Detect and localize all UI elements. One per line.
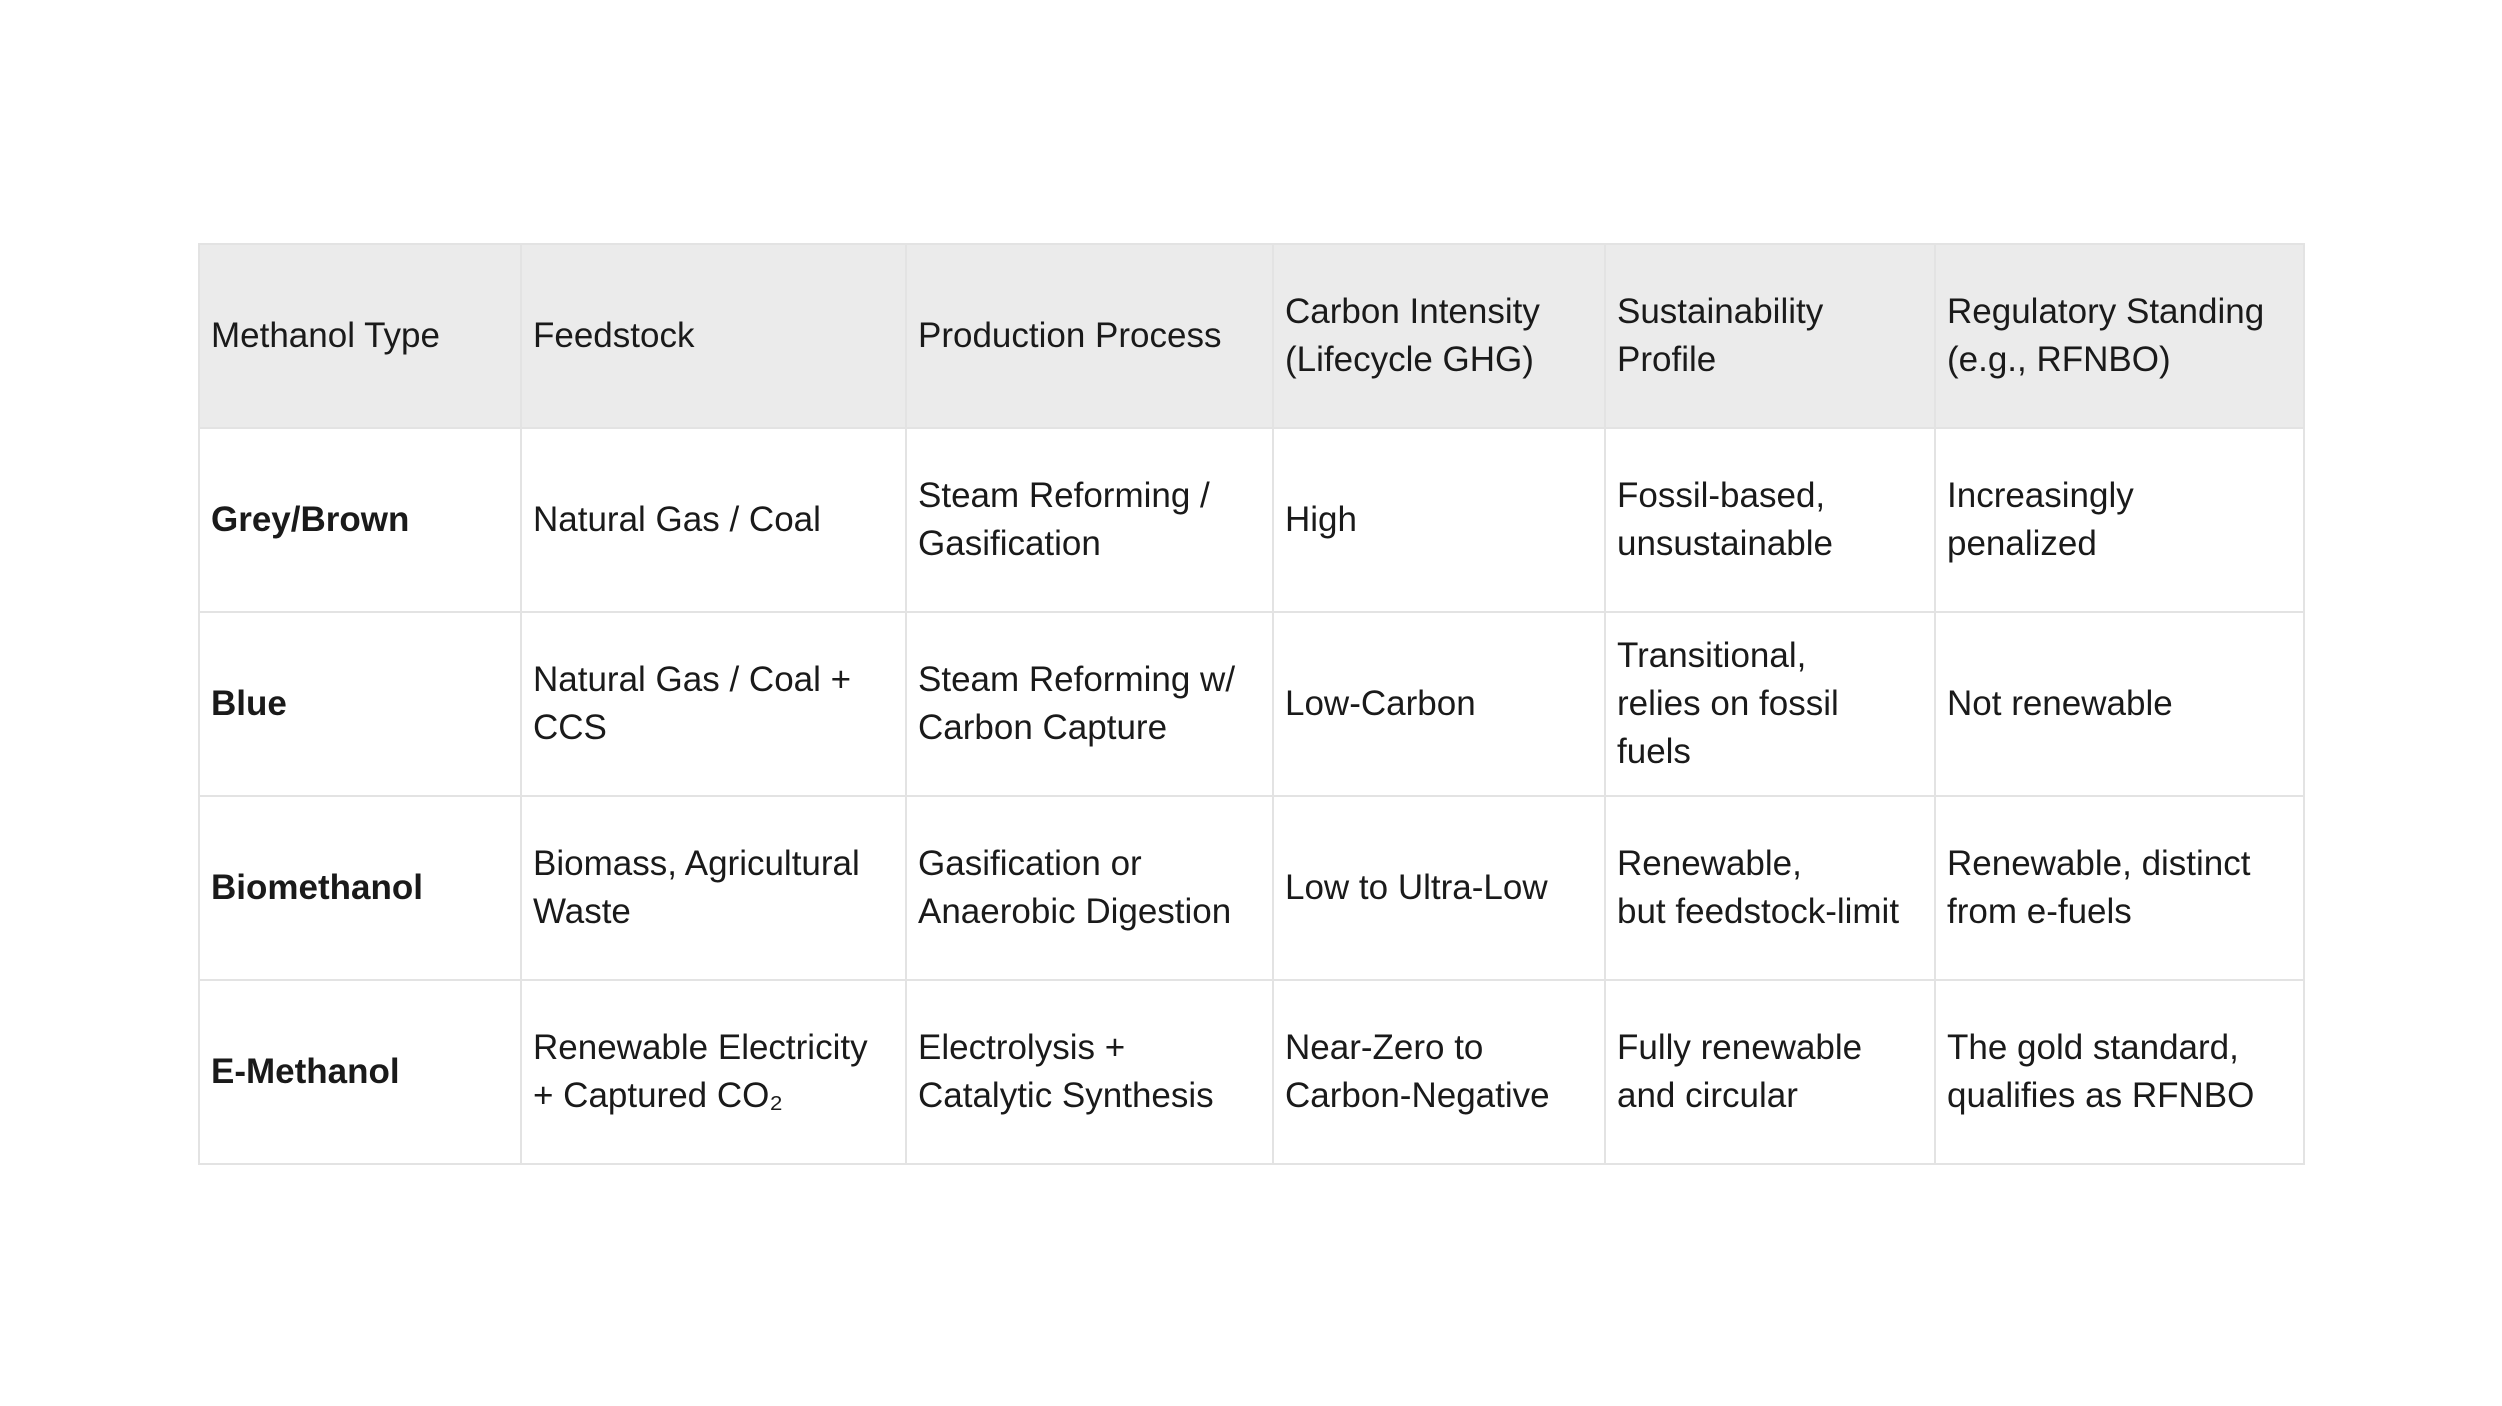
table-cell: High bbox=[1272, 427, 1606, 613]
table-cell: Transitional, relies on fossil fuels bbox=[1604, 611, 1936, 797]
cell-text: Transitional, bbox=[1617, 636, 1807, 675]
cell-text: Biomass, Agricultural bbox=[533, 844, 860, 883]
cell-text: Catalytic Synthesis bbox=[918, 1076, 1214, 1115]
cell-text: Renewable, bbox=[1617, 844, 1802, 883]
table-row: Blue Natural Gas / Coal + CCS Steam Reformi… bbox=[198, 611, 2305, 797]
header-cell: Production Process bbox=[905, 243, 1274, 429]
cell-text: CCS bbox=[533, 708, 607, 747]
table-cell: Fully renewable and circular bbox=[1604, 979, 1936, 1165]
cell-text: Not renewable bbox=[1947, 684, 2173, 723]
header-cell: Sustainability Profile bbox=[1604, 243, 1936, 429]
cell-text: unsustainable bbox=[1617, 524, 1833, 563]
table-cell: Not renewable bbox=[1934, 611, 2305, 797]
table-cell: Blue bbox=[198, 611, 522, 797]
cell-text: Increasingly bbox=[1947, 476, 2134, 515]
table-cell: The gold standard, qualifies as RFNBO bbox=[1934, 979, 2305, 1165]
cell-text: High bbox=[1285, 500, 1357, 539]
cell-text: + Captured CO₂ bbox=[533, 1076, 783, 1115]
cell-text: (Lifecycle GHG) bbox=[1285, 340, 1534, 379]
table-cell: Fossil-based, unsustainable bbox=[1604, 427, 1936, 613]
table-cell: Biomethanol bbox=[198, 795, 522, 981]
cell-text: Renewable Electricity bbox=[533, 1028, 868, 1067]
cell-text: Anaerobic Digestion bbox=[918, 892, 1232, 931]
cell-text: Near-Zero to bbox=[1285, 1028, 1484, 1067]
table-cell: Natural Gas / Coal bbox=[520, 427, 907, 613]
table-cell: Grey/Brown bbox=[198, 427, 522, 613]
cell-text: penalized bbox=[1947, 524, 2097, 563]
table-body: Methanol Type Feedstock Production Process… bbox=[198, 243, 2305, 1165]
cell-text: Low to Ultra-Low bbox=[1285, 868, 1548, 907]
cell-text: relies on fossil bbox=[1617, 684, 1839, 723]
table-cell: Low-Carbon bbox=[1272, 611, 1606, 797]
table-cell: Renewable Electricity + Captured CO₂ bbox=[520, 979, 907, 1165]
table-cell: Biomass, Agricultural Waste bbox=[520, 795, 907, 981]
cell-text: (e.g., RFNBO) bbox=[1947, 340, 2171, 379]
header-cell: Carbon Intensity (Lifecycle GHG) bbox=[1272, 243, 1606, 429]
cell-text: Methanol Type bbox=[211, 316, 440, 355]
cell-text: and circular bbox=[1617, 1076, 1798, 1115]
cell-text: from e-fuels bbox=[1947, 892, 2132, 931]
header-row: Methanol Type Feedstock Production Process… bbox=[198, 243, 2305, 429]
header-cell: Regulatory Standing (e.g., RFNBO) bbox=[1934, 243, 2305, 429]
table-cell: Renewable, but feedstock-limit bbox=[1604, 795, 1936, 981]
table-cell: Steam Reforming / Gasification bbox=[905, 427, 1274, 613]
table-cell: Gasification or Anaerobic Digestion bbox=[905, 795, 1274, 981]
cell-text: Natural Gas / Coal + bbox=[533, 660, 852, 699]
cell-text: Low-Carbon bbox=[1285, 684, 1476, 723]
cell-text: Regulatory Standing bbox=[1947, 292, 2265, 331]
table-row: Biomethanol Biomass, Agricultural Waste Gas… bbox=[198, 795, 2305, 981]
cell-text: qualifies as RFNBO bbox=[1947, 1076, 2255, 1115]
cell-text: Electrolysis + bbox=[918, 1028, 1126, 1067]
table-cell: Natural Gas / Coal + CCS bbox=[520, 611, 907, 797]
cell-text: Feedstock bbox=[533, 316, 695, 355]
cell-text: The gold standard, bbox=[1947, 1028, 2239, 1067]
table-cell: Steam Reforming w/Carbon Capture bbox=[905, 611, 1274, 797]
cell-text: Renewable, distinct bbox=[1947, 844, 2251, 883]
cell-text: Grey/Brown bbox=[211, 500, 410, 539]
table-cell: E-Methanol bbox=[198, 979, 522, 1165]
cell-text: Fully renewable bbox=[1617, 1028, 1863, 1067]
table-cell: Near-Zero to Carbon-Negative bbox=[1272, 979, 1606, 1165]
header-cell: Feedstock bbox=[520, 243, 907, 429]
cell-text: Waste bbox=[533, 892, 631, 931]
table-row: E-Methanol Renewable Electricity + Capture… bbox=[198, 979, 2305, 1165]
cell-text: fuels bbox=[1617, 732, 1691, 771]
cell-text: Biomethanol bbox=[211, 868, 423, 907]
cell-text: Sustainability bbox=[1617, 292, 1824, 331]
cell-text: Natural Gas / Coal bbox=[533, 500, 821, 539]
table-cell: Renewable, distinct from e-fuels bbox=[1934, 795, 2305, 981]
methanol-table: Methanol Type Feedstock Production Process… bbox=[198, 243, 2305, 1165]
cell-text: Profile bbox=[1617, 340, 1717, 379]
table-cell: Electrolysis + Catalytic Synthesis bbox=[905, 979, 1274, 1165]
cell-text: Carbon Capture bbox=[918, 708, 1168, 747]
cell-text: Carbon-Negative bbox=[1285, 1076, 1550, 1115]
cell-text: Gasification or bbox=[918, 844, 1142, 883]
table-cell: Low to Ultra-Low bbox=[1272, 795, 1606, 981]
cell-text: but feedstock-limit bbox=[1617, 892, 1900, 931]
cell-text: Carbon Intensity bbox=[1285, 292, 1540, 331]
cell-text: Production Process bbox=[918, 316, 1222, 355]
table-row: Grey/Brown Natural Gas / Coal Steam Reform… bbox=[198, 427, 2305, 613]
cell-text: Gasification bbox=[918, 524, 1101, 563]
cell-text: Blue bbox=[211, 684, 287, 723]
table-cell: Increasingly penalized bbox=[1934, 427, 2305, 613]
cell-text: E-Methanol bbox=[211, 1052, 400, 1091]
cell-text: Fossil-based, bbox=[1617, 476, 1826, 515]
cell-text: Steam Reforming w/ bbox=[918, 660, 1236, 699]
cell-text: Steam Reforming / bbox=[918, 476, 1210, 515]
header-cell: Methanol Type bbox=[198, 243, 522, 429]
